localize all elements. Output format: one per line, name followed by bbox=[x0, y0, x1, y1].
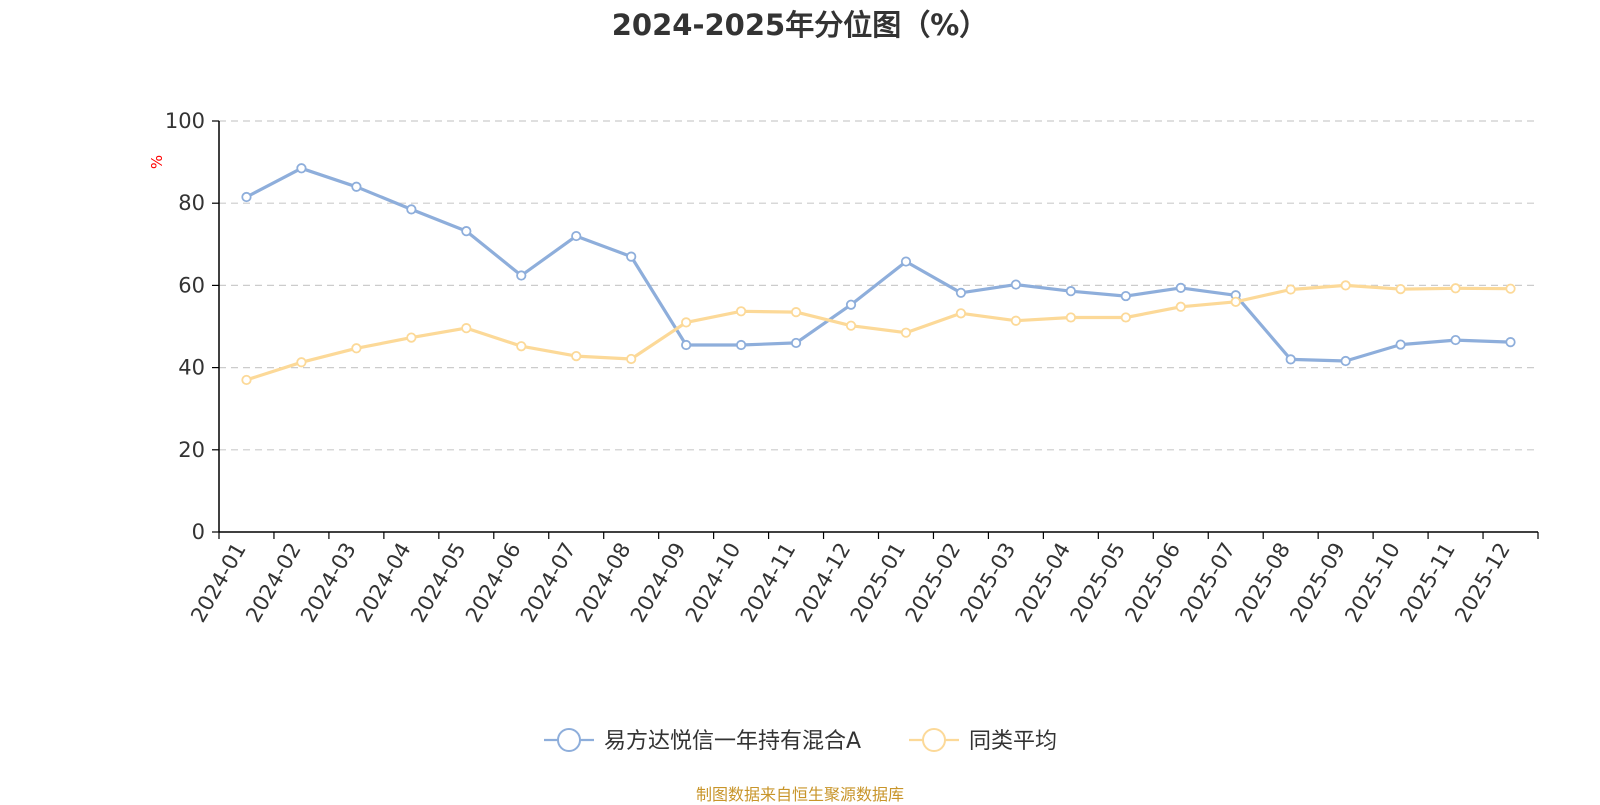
legend-label-1: 易方达悦信一年持有混合A bbox=[604, 729, 861, 754]
series-1-point bbox=[461, 226, 472, 237]
y-tick-label: 60 bbox=[178, 273, 205, 297]
series-lines bbox=[244, 166, 1513, 382]
series-2-point bbox=[241, 374, 252, 386]
y-tick-label: 0 bbox=[192, 520, 205, 544]
series-2-point bbox=[406, 332, 417, 343]
series-1-point bbox=[351, 181, 362, 192]
series-2-point bbox=[1450, 283, 1461, 294]
gridlines bbox=[219, 120, 1538, 451]
series-2-point bbox=[681, 317, 692, 328]
series-2-point bbox=[1065, 312, 1076, 323]
legend-marker-2 bbox=[922, 728, 946, 752]
legend-marker-1 bbox=[557, 728, 581, 752]
series-2-point bbox=[1230, 296, 1241, 307]
series-1-point bbox=[406, 204, 417, 215]
y-axis-unit-label: % bbox=[148, 155, 166, 169]
series-2-point bbox=[1285, 284, 1296, 295]
series-1-point bbox=[1450, 334, 1461, 346]
series-2-point bbox=[1120, 312, 1131, 323]
series-2-point bbox=[845, 320, 857, 331]
series-1-point bbox=[516, 270, 527, 281]
series-line-1 bbox=[244, 166, 1513, 363]
series-1-point bbox=[1505, 337, 1516, 348]
series-1-point bbox=[1120, 290, 1131, 302]
legend-item-1: 易方达悦信一年持有混合A bbox=[544, 728, 861, 754]
series-1-point bbox=[1395, 339, 1406, 350]
y-tick-label: 100 bbox=[165, 109, 205, 133]
series-2-point bbox=[296, 357, 307, 368]
series-2-point bbox=[1340, 280, 1351, 291]
y-tick-label: 20 bbox=[178, 438, 205, 462]
series-markers bbox=[241, 163, 1516, 386]
legend: 易方达悦信一年持有混合A 同类平均 bbox=[544, 728, 1057, 754]
chart-title: 2024-2025年分位图（%） bbox=[611, 8, 989, 42]
series-2-point bbox=[790, 307, 802, 318]
series-1-point bbox=[296, 163, 307, 174]
series-1-point bbox=[1340, 355, 1351, 367]
series-1-point bbox=[241, 191, 252, 203]
series-1-point bbox=[1010, 279, 1021, 290]
legend-label-2: 同类平均 bbox=[969, 729, 1057, 754]
series-1-point bbox=[1175, 282, 1186, 293]
series-2-point bbox=[516, 341, 527, 352]
y-tick-label: 40 bbox=[178, 356, 205, 380]
series-1-point bbox=[1285, 354, 1296, 365]
series-2-point bbox=[1395, 283, 1406, 295]
series-1-point bbox=[626, 251, 637, 262]
series-2-point bbox=[626, 353, 637, 365]
series-2-point bbox=[351, 343, 362, 354]
series-2-point bbox=[955, 308, 967, 319]
series-2-point bbox=[1010, 315, 1021, 326]
series-2-point bbox=[571, 350, 582, 362]
axes: 0204060801002024-012024-022024-032024-04… bbox=[165, 109, 1539, 627]
series-1-point bbox=[1065, 286, 1076, 297]
series-2-point bbox=[900, 327, 912, 338]
series-1-point bbox=[681, 339, 692, 351]
series-1-point bbox=[736, 339, 747, 351]
series-2-point bbox=[461, 323, 472, 334]
series-1-point bbox=[790, 337, 802, 349]
series-line-2 bbox=[244, 283, 1513, 382]
y-tick-label: 80 bbox=[178, 191, 205, 215]
series-2-point bbox=[1175, 301, 1186, 312]
series-1-point bbox=[955, 287, 967, 298]
series-2-point bbox=[1505, 283, 1516, 294]
source-note: 制图数据来自恒生聚源数据库 bbox=[695, 785, 904, 804]
series-2-point bbox=[736, 306, 747, 317]
series-1-point bbox=[845, 299, 857, 310]
x-tick-label: 2025-12 bbox=[1450, 539, 1515, 627]
series-1-point bbox=[900, 256, 912, 267]
series-1-point bbox=[571, 230, 582, 242]
legend-item-2: 同类平均 bbox=[909, 728, 1057, 754]
